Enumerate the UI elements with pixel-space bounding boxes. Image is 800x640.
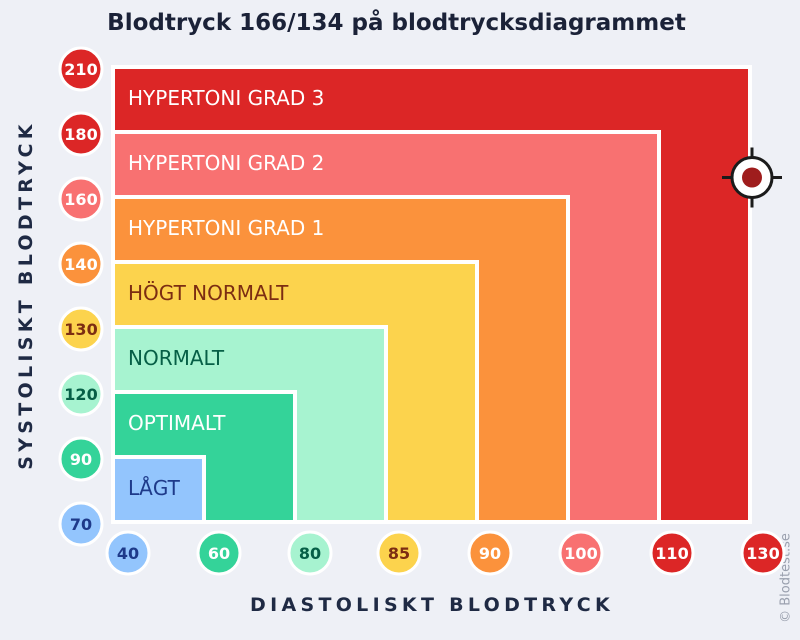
y-tick-label-140: 140: [64, 255, 97, 274]
zone-label-4: HÖGT NORMALT: [128, 281, 289, 305]
y-tick-label-160: 160: [64, 190, 97, 209]
y-tick-badge-210: [58, 46, 104, 92]
y-tick-badge-70: [58, 501, 104, 547]
x-tick-label-40: 40: [117, 544, 139, 563]
y-tick-badge-90: [58, 436, 104, 482]
zone-label-5: NORMALT: [128, 346, 225, 370]
x-tick-label-130: 130: [746, 544, 779, 563]
x-axis-label: DIASTOLISKT BLODTRYCK: [250, 594, 614, 616]
y-tick-badge-160: [58, 176, 104, 222]
y-tick-badge-180: [58, 111, 104, 157]
x-tick-badge-100: [558, 530, 604, 576]
x-tick-badge-130: [740, 530, 786, 576]
x-tick-label-100: 100: [564, 544, 597, 563]
zone-label-3: HYPERTONI GRAD 1: [128, 216, 324, 240]
x-tick-badge-85: [376, 530, 422, 576]
zone-7: [111, 455, 206, 524]
x-tick-badge-40: [105, 530, 151, 576]
x-tick-label-85: 85: [388, 544, 410, 563]
y-tick-label-90: 90: [70, 450, 92, 469]
x-tick-badge-60: [196, 530, 242, 576]
y-tick-label-180: 180: [64, 125, 97, 144]
y-tick-badge-130: [58, 306, 104, 352]
x-tick-badge-80: [287, 530, 333, 576]
y-tick-label-70: 70: [70, 515, 92, 534]
chart-title: Blodtryck 166/134 på blodtrycksdiagramme…: [107, 10, 686, 36]
marker-dot: [742, 167, 762, 188]
x-tick-label-80: 80: [299, 544, 321, 563]
zone-label-6: OPTIMALT: [128, 411, 226, 435]
x-tick-label-90: 90: [479, 544, 501, 563]
zone-label-1: HYPERTONI GRAD 3: [128, 86, 324, 110]
y-tick-label-210: 210: [64, 60, 97, 79]
zone-label-2: HYPERTONI GRAD 2: [128, 151, 324, 175]
x-tick-badge-110: [649, 530, 695, 576]
y-tick-label-130: 130: [64, 320, 97, 339]
x-tick-badge-90: [467, 530, 513, 576]
zone-label-7: LÅGT: [128, 476, 181, 500]
x-tick-label-110: 110: [655, 544, 688, 563]
y-tick-label-120: 120: [64, 385, 97, 404]
zones-group: [111, 65, 752, 524]
y-tick-badge-120: [58, 371, 104, 417]
x-tick-label-60: 60: [208, 544, 230, 563]
y-tick-badge-140: [58, 241, 104, 287]
target-marker: [722, 147, 782, 208]
